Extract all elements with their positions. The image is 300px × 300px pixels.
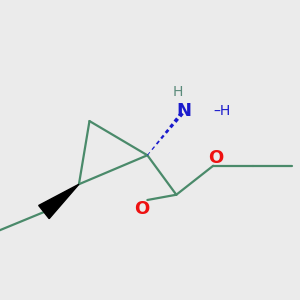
Polygon shape [39, 184, 79, 219]
Text: O: O [208, 149, 224, 167]
Text: –H: –H [213, 103, 230, 118]
Text: O: O [134, 200, 150, 218]
Text: H: H [173, 85, 183, 99]
Text: N: N [177, 101, 192, 119]
